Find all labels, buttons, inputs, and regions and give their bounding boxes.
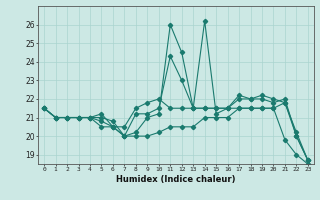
- X-axis label: Humidex (Indice chaleur): Humidex (Indice chaleur): [116, 175, 236, 184]
